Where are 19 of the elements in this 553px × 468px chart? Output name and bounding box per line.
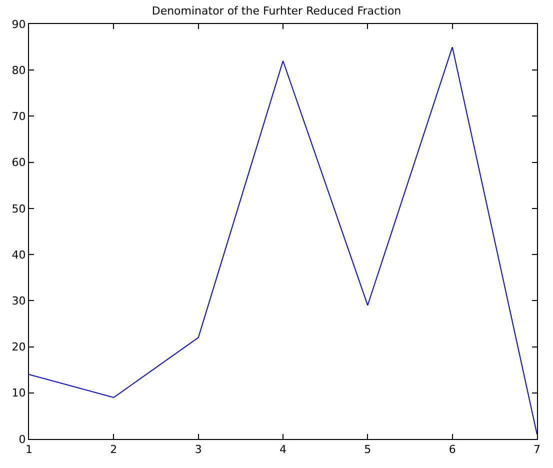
y-tick-label: 30 bbox=[12, 294, 26, 308]
x-tick-label: 3 bbox=[194, 443, 202, 456]
y-tick-label: 80 bbox=[12, 64, 26, 77]
y-tick-label: 60 bbox=[12, 156, 26, 170]
y-tick-label: 50 bbox=[12, 202, 26, 216]
y-tick-label: 0 bbox=[18, 432, 26, 446]
x-tick-label: 7 bbox=[534, 443, 540, 456]
y-tick-label: 20 bbox=[12, 340, 26, 354]
x-tick-label: 4 bbox=[280, 443, 286, 456]
chart-title: Denominator of the Furhter Reduced Fraction bbox=[152, 4, 402, 18]
x-tick-label: 1 bbox=[26, 443, 32, 456]
y-tick-label: 70 bbox=[12, 110, 26, 124]
x-tick-label: 6 bbox=[448, 443, 456, 456]
x-tick-label: 5 bbox=[364, 443, 372, 456]
y-tick-label: 40 bbox=[12, 248, 26, 262]
y-tick-label: 90 bbox=[12, 18, 26, 31]
line-series bbox=[29, 46, 537, 435]
x-tick-label: 2 bbox=[110, 443, 118, 456]
y-tick-label: 10 bbox=[12, 386, 26, 400]
